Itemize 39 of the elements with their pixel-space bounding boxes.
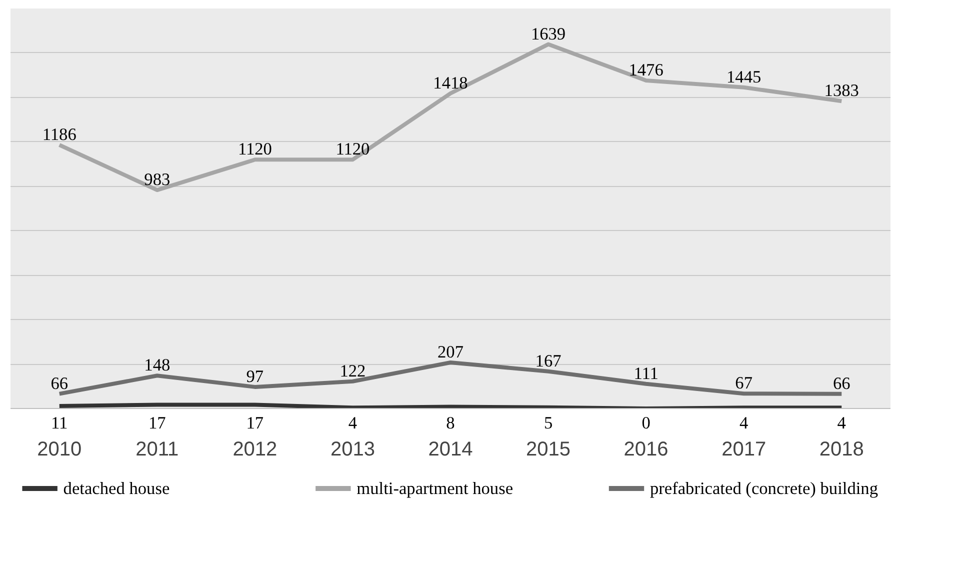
legend-label: prefabricated (concrete) building [650,479,878,498]
legend-label: multi-apartment house [356,479,514,498]
data-label: 1120 [336,140,370,159]
data-label: 11 [51,414,68,432]
data-label: 1476 [628,60,664,80]
legend-label: detached house [63,479,170,498]
x-tick-label: 2018 [819,438,864,460]
data-label: 0 [642,414,650,432]
data-label: 17 [148,414,166,432]
data-label: 167 [535,351,562,370]
data-label: 66 [832,374,851,393]
data-label: 1120 [238,140,272,159]
data-label: 207 [438,342,464,362]
data-label: 4 [740,414,748,432]
data-label: 97 [246,366,264,386]
data-label: 1445 [726,67,762,86]
data-label: 1418 [433,73,468,92]
data-label: 66 [50,374,68,393]
x-tick-label: 2017 [722,438,766,460]
data-label: 1186 [42,124,77,144]
data-label: 67 [735,374,753,393]
x-tick-label: 2014 [428,438,473,460]
x-tick-label: 2015 [526,438,571,460]
x-tick-label: 2011 [136,438,179,460]
data-label: 1383 [824,81,859,100]
data-label: 983 [144,170,170,190]
data-label: 8 [446,414,455,432]
data-label: 122 [340,361,366,380]
data-label: 4 [837,414,846,432]
x-tick-label: 2016 [624,438,668,460]
data-label: 148 [144,356,170,375]
data-label: 111 [634,364,658,383]
data-label: 17 [246,414,264,432]
x-tick-label: 2012 [232,438,278,460]
data-label: 4 [348,414,358,432]
data-label: 1639 [530,24,566,44]
data-label: 5 [544,414,553,432]
x-tick-label: 2013 [330,438,375,460]
x-tick-label: 2010 [37,438,82,460]
